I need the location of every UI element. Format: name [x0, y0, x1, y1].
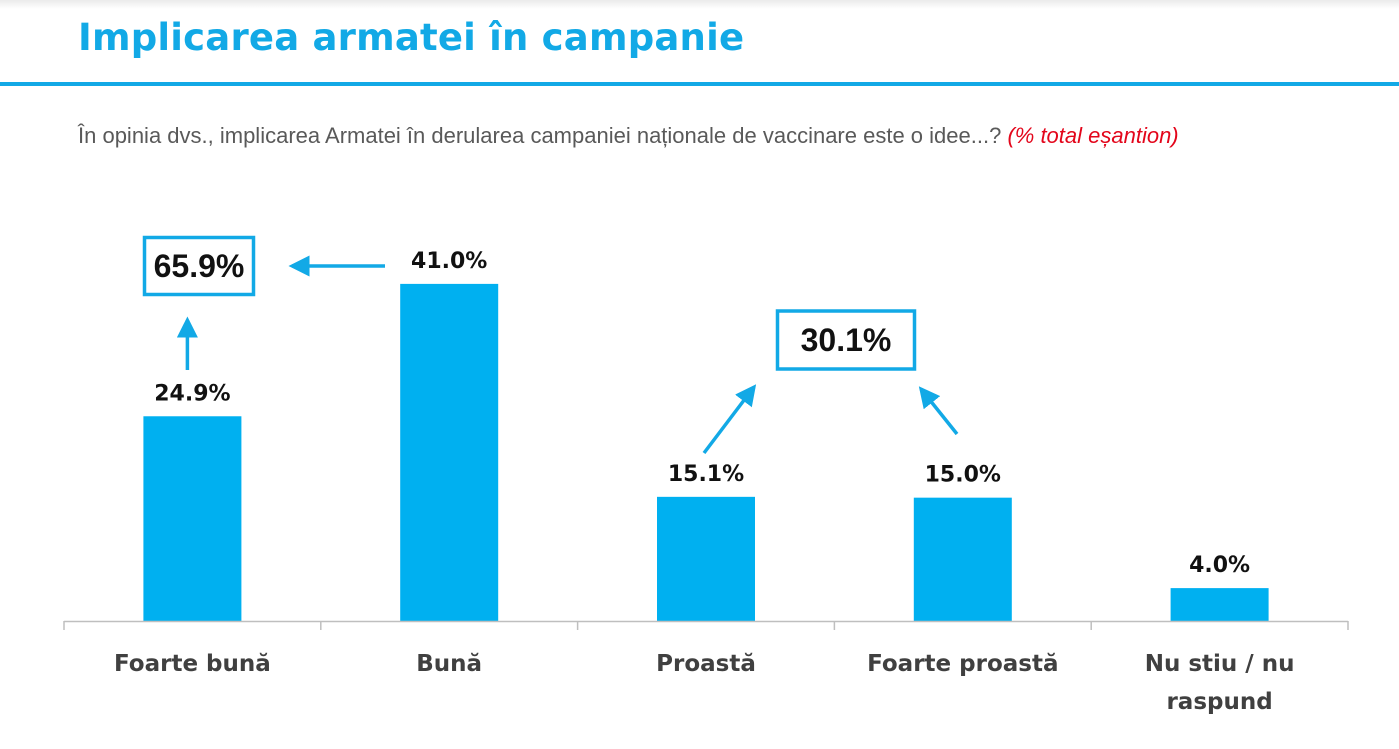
value-label: 15.1% — [668, 462, 744, 487]
question-note: (% total eșantion) — [1007, 123, 1179, 148]
question-text: În opinia dvs., implicarea Armatei în de… — [78, 112, 1268, 160]
category-label: Proastă — [656, 651, 756, 677]
arrow-to-total-bad — [918, 386, 959, 436]
category-label: Nu stiu / nu raspund — [1145, 651, 1295, 715]
total-label-bad: 30.1% — [801, 322, 892, 358]
total-label-good: 65.9% — [154, 248, 245, 284]
arrow-to-total-bad — [702, 384, 757, 455]
bar-2 — [657, 496, 755, 621]
bar-4 — [1170, 588, 1269, 621]
category-label: Foarte bună — [114, 651, 271, 677]
total-box-bad — [775, 309, 917, 371]
page-title: Implicarea armatei în campanie — [78, 16, 745, 59]
top-band — [0, 0, 1399, 9]
bar-1 — [400, 283, 499, 621]
question-main: În opinia dvs., implicarea Armatei în de… — [78, 123, 1002, 148]
bar-0 — [143, 416, 242, 621]
category-label: Bună — [416, 651, 482, 677]
category-label: Foarte proastă — [867, 651, 1058, 677]
value-label: 4.0% — [1189, 553, 1250, 578]
value-label: 24.9% — [154, 381, 230, 406]
total-box-good — [142, 235, 256, 297]
title-underline — [0, 82, 1399, 86]
value-label: 41.0% — [411, 249, 487, 274]
bar-3 — [913, 497, 1012, 621]
value-label: 15.0% — [925, 463, 1001, 488]
